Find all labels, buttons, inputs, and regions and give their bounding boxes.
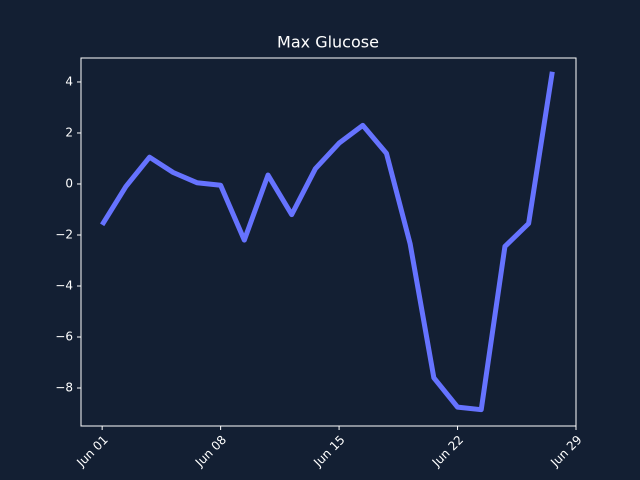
y-tick-label: 0	[65, 176, 73, 190]
y-tick-label: −6	[55, 329, 73, 343]
y-tick-label: 4	[65, 74, 73, 88]
y-tick-label: 2	[65, 125, 73, 139]
y-tick-label: −8	[55, 381, 73, 395]
y-tick-label: −4	[55, 278, 73, 292]
plot-frame	[80, 57, 577, 427]
chart-title: Max Glucose	[277, 33, 379, 52]
line-series	[100, 71, 555, 413]
y-tick-label: −2	[55, 227, 73, 241]
